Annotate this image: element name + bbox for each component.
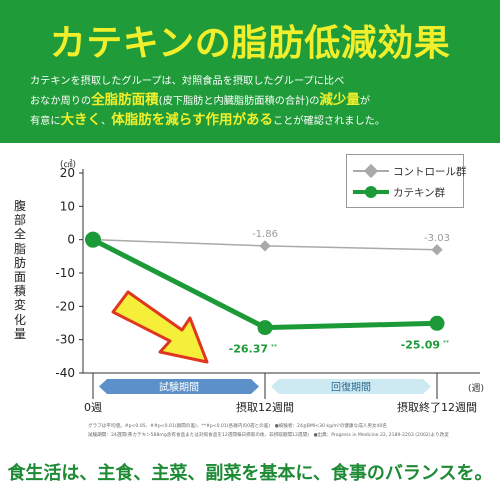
period-label: 回復期間 <box>331 381 371 394</box>
footnote-2: 試験期間：24週間(茶カテキン588mg含有食品または対照食品を12週間毎日摂取… <box>88 433 449 438</box>
y-tick-label: 10 <box>60 199 75 213</box>
footnote-1: グラフは平均値。#p<0.05、##p<0.01(群間の差)、**#p<0.01… <box>88 424 388 429</box>
y-tick-label: -20 <box>55 299 75 313</box>
footer-slogan: 食生活は、主食、主菜、副菜を基本に、食事のバランスを。 <box>7 463 493 484</box>
chart-axes: (㎠)20 10 0 -10 -20 -30 -40 (週) 0週 摂取12週間 摂取終了12週間 試… <box>55 159 484 414</box>
x-tick-label: 0週 <box>84 401 102 414</box>
y-tick-label: 20 <box>60 166 75 180</box>
y-tick-label: -10 <box>55 266 75 280</box>
y-tick-label: -40 <box>55 366 75 380</box>
data-point-control <box>259 240 271 252</box>
data-point-catechin <box>85 231 101 248</box>
data-label-catechin: -25.09 <box>401 338 440 351</box>
data-point-control <box>431 244 443 256</box>
data-point-catechin <box>257 320 273 336</box>
chart-legend: コントロール群 カテキン群 <box>346 154 467 208</box>
description-line-1: カテキンを摂取したグループは、対照食品を摂取したグループに比べ <box>30 76 345 87</box>
y-axis-unit: (㎠) <box>60 159 76 170</box>
significance-mark: ** <box>443 339 449 346</box>
highlight-arrow <box>111 290 209 364</box>
chart-marks: -1.86 -3.03-26.37 ** -25.09 ** <box>85 229 450 364</box>
legend-label-control: コントロール群 <box>393 166 467 178</box>
legend-item-control: コントロール群 <box>347 161 467 181</box>
period-bar <box>271 379 431 394</box>
period-label: 試験期間 <box>159 381 199 394</box>
description-line-3: 有意に大きく、体脂肪を減らす作用があることが確認されました。 <box>30 112 386 128</box>
legend-label-catechin: カテキン群 <box>393 187 446 199</box>
x-tick-label: 摂取12週間 <box>236 400 294 414</box>
description-line-2: おなか周りの全脂肪面積(皮下脂肪と内臓脂肪面積の合計)の減少量が <box>30 92 371 108</box>
data-label-control: -1.86 <box>252 229 278 240</box>
period-bar <box>99 379 259 394</box>
y-tick-label: 0 <box>67 233 75 247</box>
data-point-catechin <box>429 315 445 331</box>
data-label-control: -3.03 <box>424 233 450 244</box>
header-banner: カテキンの脂肪低減効果 カテキンを摂取したグループは、対照食品を摂取したグループ… <box>0 0 500 143</box>
y-tick-label: -30 <box>55 333 75 347</box>
y-axis-label: 腹部全脂肪面積変化量 <box>13 199 26 341</box>
page-title: カテキンの脂肪低減効果 <box>49 23 451 64</box>
significance-mark: ** <box>271 344 277 351</box>
data-label-catechin: -26.37 <box>229 343 268 356</box>
x-tick-label: 摂取終了12週間 <box>397 400 477 414</box>
x-axis-unit: (週) <box>468 383 484 394</box>
legend-item-catechin: カテキン群 <box>347 182 463 202</box>
